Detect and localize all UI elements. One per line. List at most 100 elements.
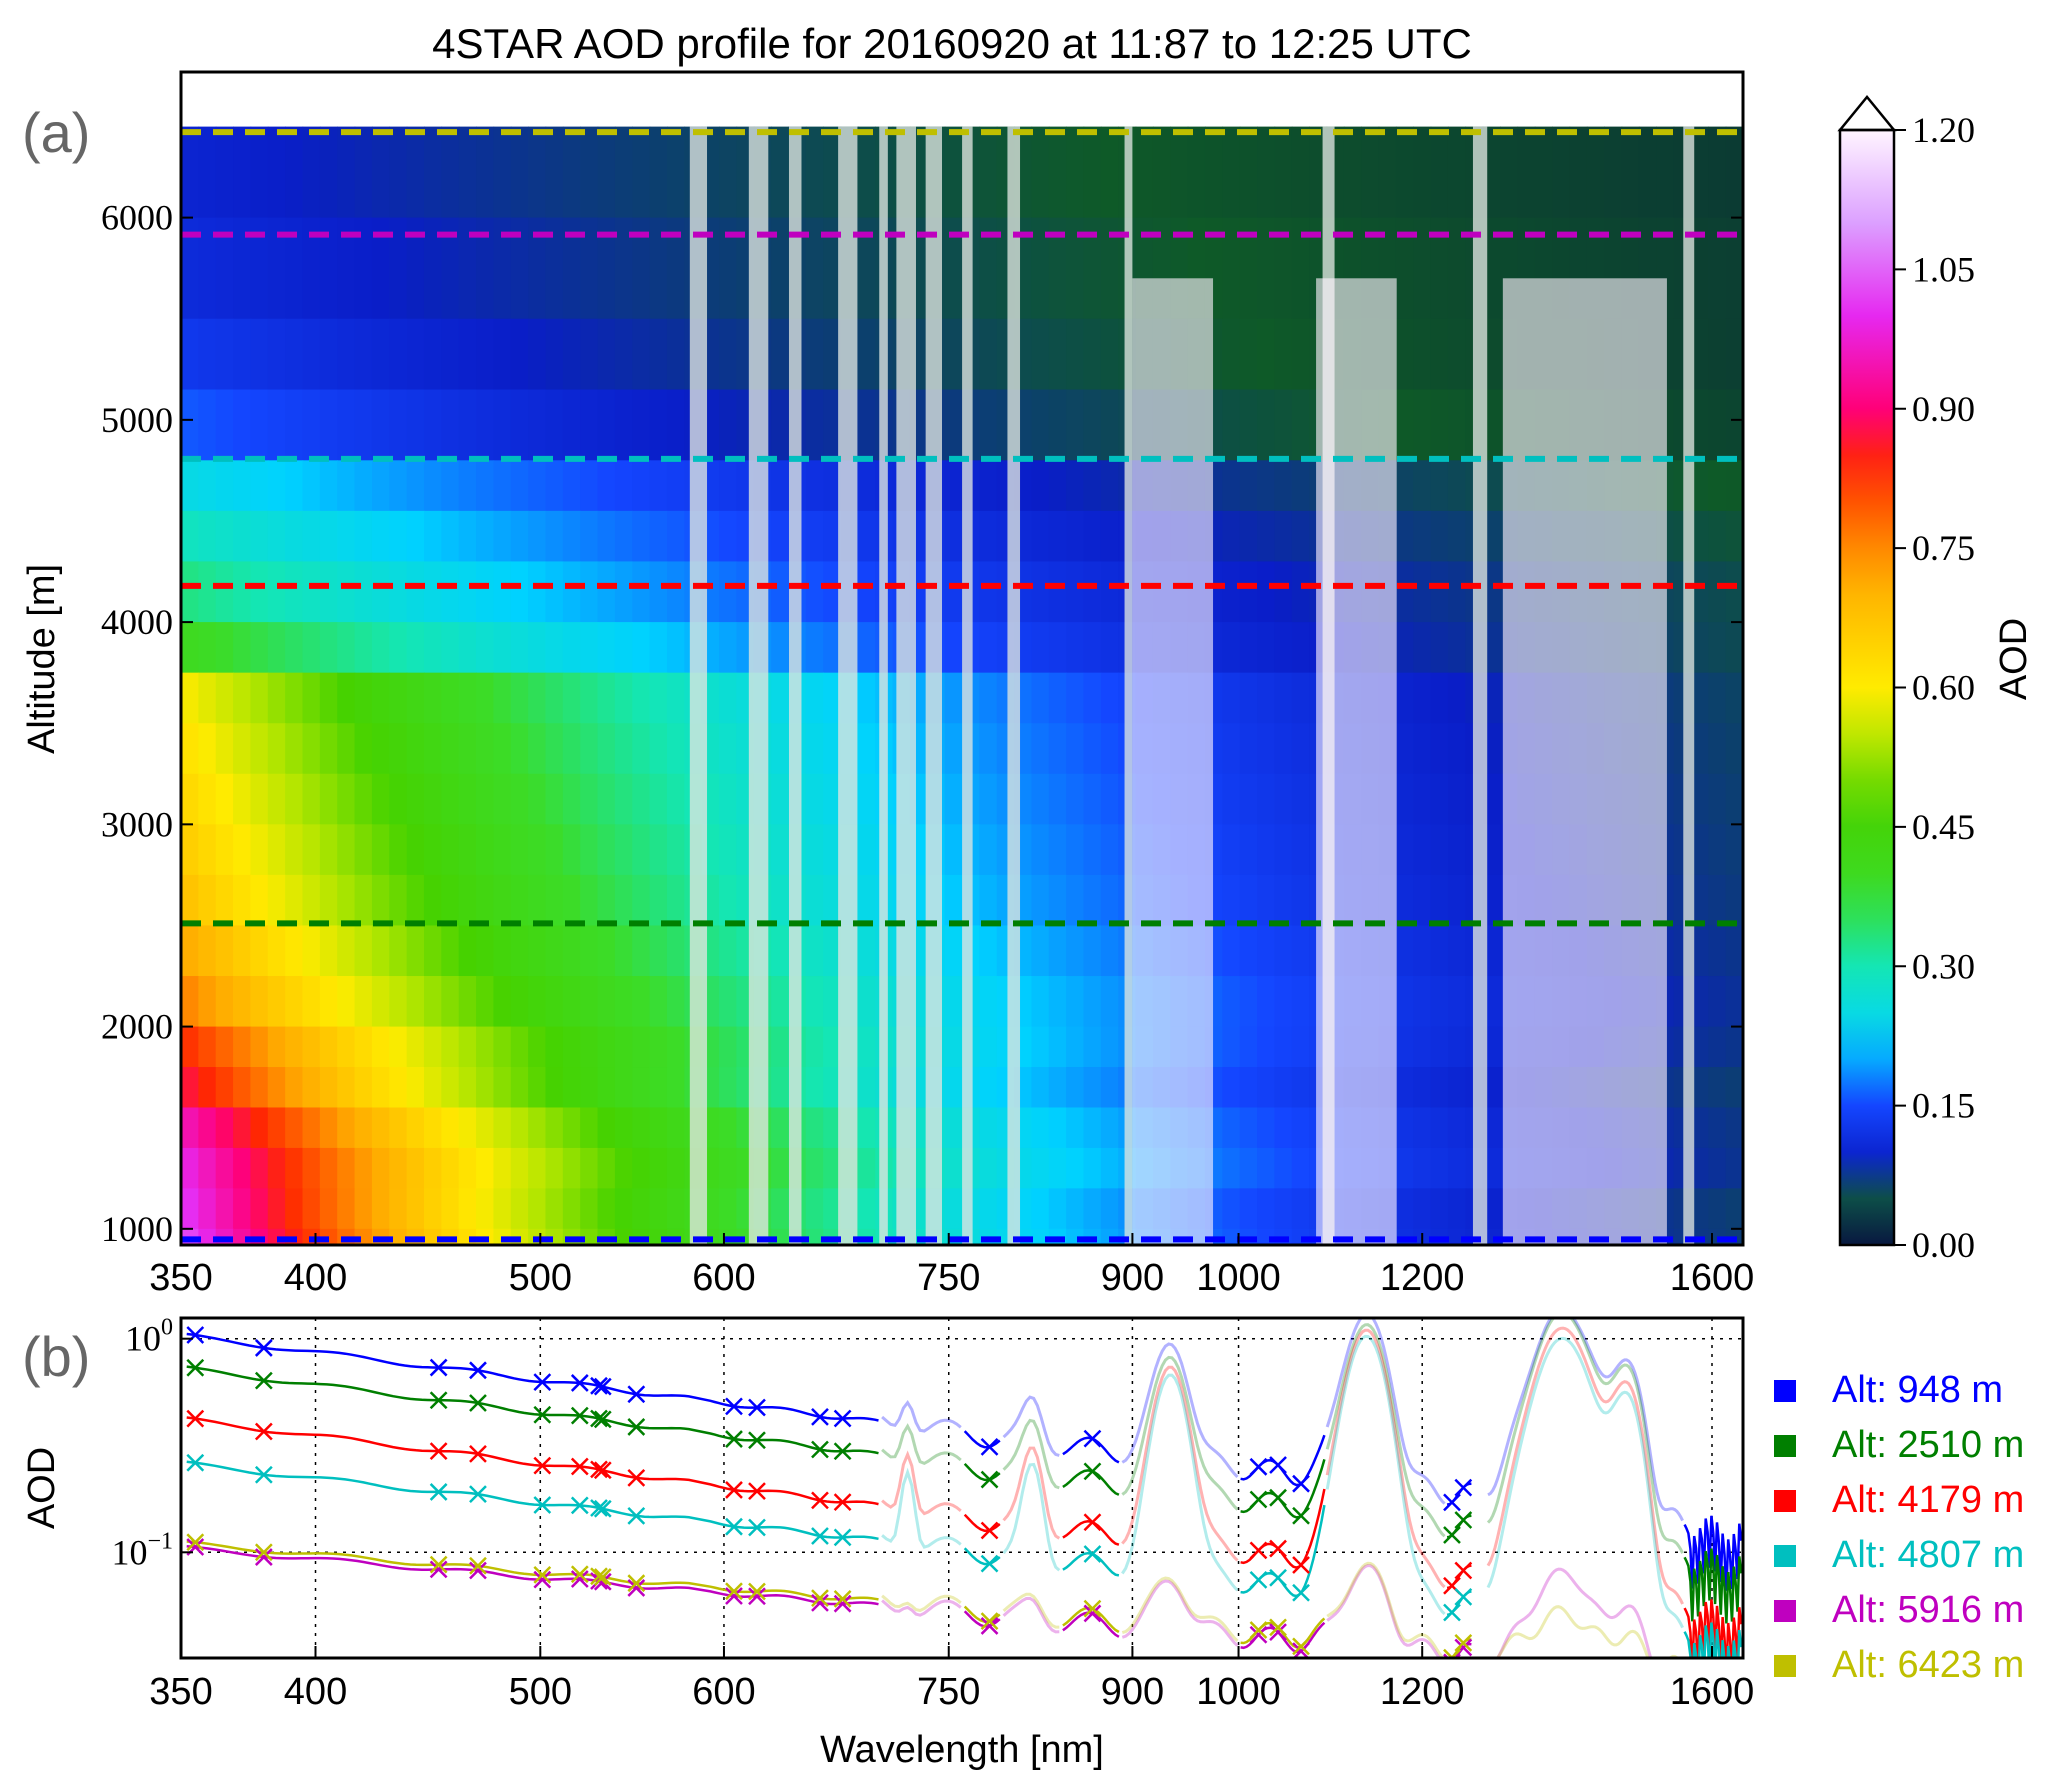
heatmap-cell xyxy=(302,1026,321,1068)
aod-marker xyxy=(1083,1599,1102,1618)
heatmap-cell xyxy=(1170,126,1189,219)
aod-marker xyxy=(980,1438,999,1456)
heatmap-cell xyxy=(1048,460,1067,512)
aod-marker xyxy=(1269,1539,1287,1558)
aod-marker xyxy=(811,1589,829,1608)
heatmap-cell xyxy=(528,318,547,391)
heatmap-cell xyxy=(233,773,252,826)
heatmap-cell xyxy=(441,672,460,725)
aod-marker xyxy=(254,1339,273,1357)
heatmap-cell xyxy=(458,460,477,512)
heatmap-cell xyxy=(1708,510,1727,563)
heatmap-cell xyxy=(719,1147,738,1190)
heatmap-cell xyxy=(1257,1188,1276,1230)
aod-marker xyxy=(627,1579,646,1597)
heatmap-cell xyxy=(632,672,651,725)
aod-spectrum-line xyxy=(963,1462,1001,1482)
heatmap-cell xyxy=(493,1188,512,1230)
heatmap-cell xyxy=(632,217,651,320)
heatmap-cell xyxy=(1517,126,1536,219)
heatmap-cell xyxy=(354,510,373,563)
aod-spectrum-line xyxy=(963,1547,1001,1566)
heatmap-cell xyxy=(1708,976,1727,1028)
heatmap-cell xyxy=(1291,824,1310,876)
heatmap-cell xyxy=(354,318,373,391)
heatmap-cell xyxy=(1395,1067,1415,1109)
heatmap-cell xyxy=(441,126,460,219)
heatmap-cell xyxy=(528,1107,547,1149)
heatmap-cell xyxy=(1447,561,1467,623)
heatmap-cell xyxy=(666,126,686,219)
heatmap-cell xyxy=(666,1107,686,1149)
heatmap-cell xyxy=(406,672,425,725)
aod-spectrum-absorption xyxy=(1121,1342,1239,1478)
heatmap-cell xyxy=(371,460,391,512)
heatmap-cell xyxy=(1222,389,1241,462)
heatmap-cell xyxy=(666,1147,686,1190)
heatmap-cell xyxy=(666,622,686,674)
heatmap-cell xyxy=(1222,318,1241,391)
heatmap-cell xyxy=(493,1107,512,1149)
heatmap-cell xyxy=(632,874,651,927)
heatmap-cell xyxy=(250,874,269,927)
heatmap-cell xyxy=(632,318,651,391)
heatmap-cell xyxy=(337,389,356,462)
heatmap-cell xyxy=(1274,1026,1293,1068)
heatmap-cell xyxy=(1100,510,1119,563)
heatmap-cell xyxy=(389,561,408,623)
heatmap-cell xyxy=(857,773,877,826)
heatmap-cell xyxy=(805,925,824,977)
heatmap-cell xyxy=(823,723,842,775)
heatmap-cell xyxy=(614,622,634,674)
heatmap-cell xyxy=(302,976,321,1028)
x-tick-label: 900 xyxy=(1101,1257,1164,1299)
heatmap-cell xyxy=(944,723,963,775)
heatmap-cell xyxy=(458,925,477,977)
heatmap-cell xyxy=(510,874,529,927)
heatmap-cell xyxy=(493,1026,512,1068)
heatmap-cell xyxy=(1239,672,1258,725)
heatmap-cell xyxy=(1066,925,1085,977)
heatmap-cell xyxy=(1239,1026,1258,1068)
heatmap-cell xyxy=(285,1067,304,1109)
heatmap-cell xyxy=(423,318,443,391)
legend-swatch xyxy=(1774,1380,1796,1402)
heatmap-cell xyxy=(337,318,356,391)
heatmap-cell xyxy=(528,1026,547,1068)
heatmap-cell xyxy=(528,1067,547,1109)
heatmap-cell xyxy=(181,1107,200,1149)
y-tick-label: 6000 xyxy=(101,198,173,238)
heatmap-cell xyxy=(198,1228,217,1245)
heatmap-cell xyxy=(215,318,234,391)
heatmap-cell xyxy=(1048,389,1067,462)
heatmap-cell xyxy=(528,460,547,512)
panel-a-y-label: Altitude [m] xyxy=(21,564,63,754)
aod-marker xyxy=(1249,1541,1268,1560)
heatmap-cell xyxy=(1031,217,1050,320)
heatmap-cell xyxy=(406,824,425,876)
colorbar-tick-label: 0.15 xyxy=(1912,1086,1975,1126)
heatmap-cell xyxy=(823,318,842,391)
heatmap-cell xyxy=(545,874,564,927)
heatmap-cell xyxy=(597,318,616,391)
heatmap-cell xyxy=(1083,874,1102,927)
heatmap-cell xyxy=(1690,561,1710,623)
x-tick-label: 400 xyxy=(284,1257,347,1299)
aod-marker xyxy=(980,1612,999,1631)
aod-spectrum-absorption xyxy=(881,1399,962,1433)
heatmap-cell xyxy=(979,460,998,512)
heatmap-cell xyxy=(1257,672,1276,725)
heatmap-cell xyxy=(545,1067,564,1109)
heatmap-cell xyxy=(1031,925,1050,977)
aod-marker xyxy=(1454,1587,1473,1606)
heatmap-cell xyxy=(771,773,790,826)
heatmap-cell xyxy=(1361,126,1380,219)
aod-marker xyxy=(748,1431,766,1450)
heatmap-cell xyxy=(1725,672,1743,725)
heatmap-cell xyxy=(441,723,460,775)
heatmap-cell xyxy=(1066,1188,1085,1230)
heatmap-cell xyxy=(580,318,599,391)
heatmap-cell xyxy=(285,824,304,876)
heatmap-cell xyxy=(510,1147,529,1190)
heatmap-cell xyxy=(441,1067,460,1109)
